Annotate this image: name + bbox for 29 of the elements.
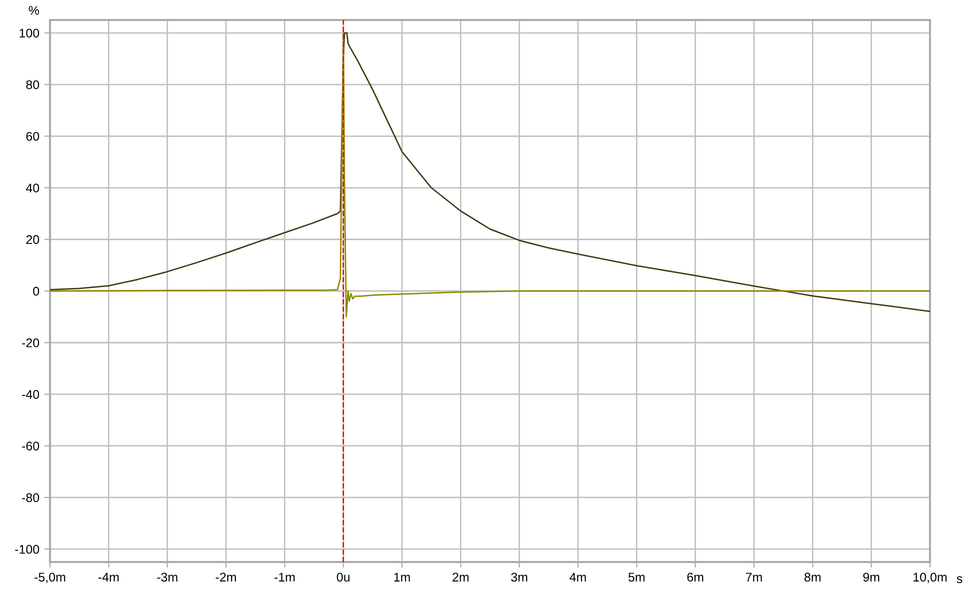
x-tick-label: 2m xyxy=(452,572,469,582)
x-tick-label: 0u xyxy=(336,572,350,582)
y-tick-label: 40 xyxy=(26,184,40,192)
x-tick-label: 5m xyxy=(628,572,645,582)
x-axis-title: s xyxy=(956,576,962,584)
x-tick-label: 1m xyxy=(394,572,410,582)
y-tick-label: 0 xyxy=(33,286,40,296)
x-tick-label: -5,0m xyxy=(34,572,66,584)
y-tick-label: 60 xyxy=(26,132,40,141)
x-tick-label: 6m xyxy=(687,572,704,582)
y-tick-label: 100 xyxy=(20,28,40,38)
y-tick-label: -60 xyxy=(22,442,40,451)
x-tick-label: 4m xyxy=(570,572,586,582)
x-tick-label: -2m xyxy=(216,572,236,582)
y-tick-label: -20 xyxy=(22,338,40,348)
x-tick-label: -3m xyxy=(157,572,178,582)
y-tick-label: -80 xyxy=(22,493,40,502)
x-tick-label: 10,0m xyxy=(914,572,947,584)
x-tick-label: 8m xyxy=(804,572,821,582)
x-tick-label: 7m xyxy=(746,572,762,582)
y-tick-label: 20 xyxy=(26,235,40,244)
x-tick-label: -4m xyxy=(98,572,119,582)
x-tick-label: 3m xyxy=(511,572,528,582)
y-axis-title: % xyxy=(28,6,39,15)
y-tick-label: 80 xyxy=(26,80,40,90)
x-tick-label: 9m xyxy=(863,572,880,582)
y-tick-label: -100 xyxy=(15,544,40,554)
y-tick-label: -40 xyxy=(22,390,40,399)
x-tick-label: -1m xyxy=(274,572,295,582)
